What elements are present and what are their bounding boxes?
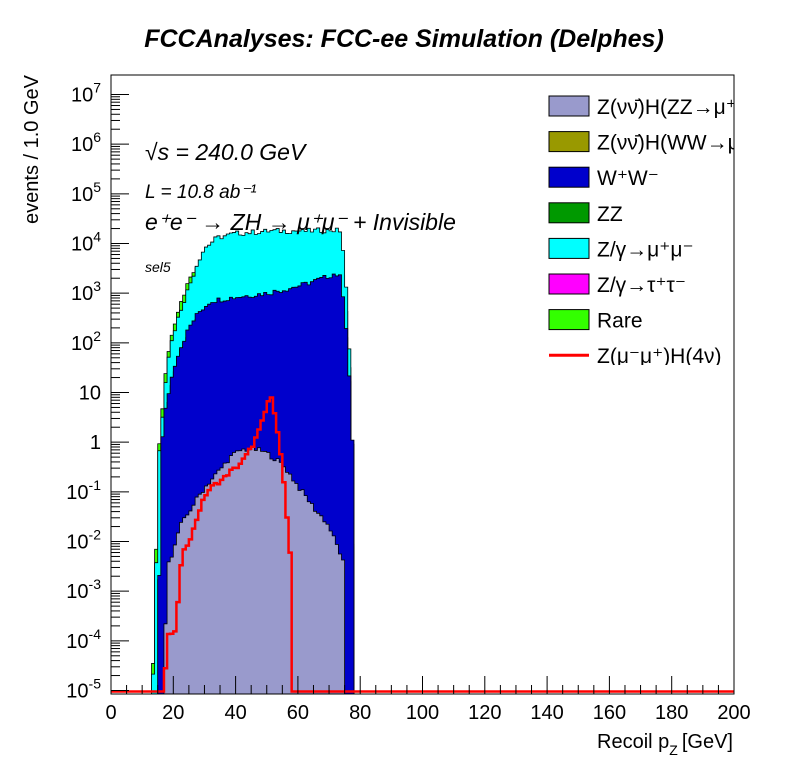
- x-tick-label: 0: [105, 702, 116, 724]
- y-tick-label: 10-1: [66, 477, 101, 504]
- legend-label: Z/γ→μ⁺μ⁻: [597, 238, 694, 261]
- legend-label: ZZ: [597, 203, 623, 226]
- legend-label: Rare: [597, 310, 643, 333]
- y-axis-label: events / 1.0 GeV: [21, 74, 43, 224]
- y-tick-label: 102: [71, 328, 101, 355]
- x-tick-label: 160: [593, 702, 626, 724]
- legend-label: Z(μ⁻μ⁺)H(4ν): [597, 345, 722, 368]
- series-area: [163, 446, 346, 694]
- y-tick-label: 10-5: [66, 676, 101, 703]
- x-tick-label: 100: [406, 702, 439, 724]
- process-annotation: e⁺e⁻ → ZH → μ⁺μ⁻ + Invisible: [145, 209, 456, 235]
- sqrt-s-annotation: √s = 240.0 GeV: [145, 139, 308, 165]
- y-tick-label: 107: [71, 80, 101, 107]
- legend-swatch: [548, 131, 590, 153]
- x-axis-label-sub: Z: [669, 742, 678, 758]
- legend-swatch: [548, 237, 590, 259]
- y-tick-label: 10-3: [66, 576, 101, 603]
- y-tick-label: 10-4: [66, 626, 101, 653]
- legend-swatch: [548, 95, 590, 117]
- x-tick-label: 60: [287, 702, 309, 724]
- y-tick-label: 10-2: [66, 527, 101, 554]
- x-axis-label: Recoil pZ [GeV]: [597, 731, 733, 758]
- selection-annotation: sel5: [145, 259, 171, 275]
- legend-swatch: [548, 309, 590, 331]
- legend-label: Z(νν̄)H(WW→μ⁺νμ⁻ν̄): [597, 132, 796, 155]
- signal-layer: [111, 396, 734, 693]
- chart-title: FCCAnalyses: FCC-ee Simulation (Delphes): [144, 25, 664, 53]
- x-tick-label: 200: [717, 702, 750, 724]
- x-tick-label: 180: [655, 702, 688, 724]
- stacked-histograms: [151, 227, 355, 694]
- x-axis-label-unit: [GeV]: [682, 731, 733, 753]
- x-tick-label: 80: [349, 702, 371, 724]
- luminosity-annotation: L = 10.8 ab⁻¹: [145, 182, 257, 203]
- x-axis-label-text: Recoil p: [597, 731, 669, 753]
- y-tick-label: 105: [71, 179, 101, 206]
- y-tick-label: 103: [71, 278, 101, 305]
- x-tick-label: 20: [162, 702, 184, 724]
- legend-label: Z/γ→τ⁺τ⁻: [597, 274, 686, 297]
- y-tick-label: 104: [71, 229, 101, 256]
- signal-line: [111, 396, 734, 693]
- legend-swatch: [548, 202, 590, 224]
- legend-swatch: [548, 166, 590, 188]
- legend: Z(νν̄)H(ZZ→μ⁺μ⁻νν̄) Z(νν̄)H(WW→μ⁺νμ⁻ν̄) W⁺…: [548, 95, 796, 368]
- legend-swatch: [548, 273, 590, 295]
- y-tick-label: 106: [71, 129, 101, 156]
- y-tick-label: 1: [90, 432, 101, 454]
- x-axis: 0 20 40 60 80 100 120 140 160 180 200: [105, 676, 751, 724]
- legend-label: Z(νν̄)H(ZZ→μ⁺μ⁻νν̄): [597, 96, 788, 119]
- x-tick-label: 140: [530, 702, 563, 724]
- x-tick-label: 40: [224, 702, 246, 724]
- y-tick-label: 10: [79, 383, 101, 405]
- y-axis: 10-5 10-4 10-3 10-2 10-1 1 10 102 103 104 105 106 10…: [66, 80, 129, 703]
- x-tick-label: 120: [468, 702, 501, 724]
- legend-label: W⁺W⁻: [597, 167, 659, 190]
